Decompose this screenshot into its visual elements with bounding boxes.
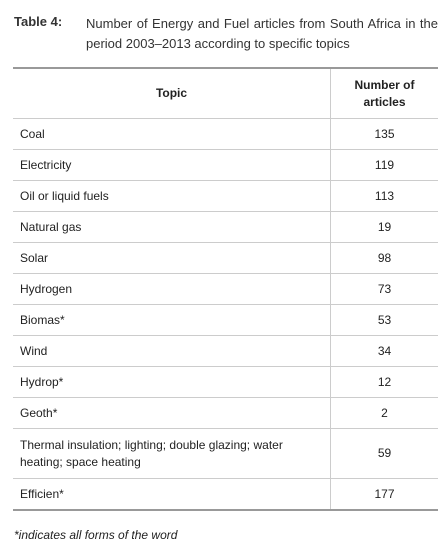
count-cell: 19 <box>330 211 438 243</box>
count-cell: 113 <box>330 180 438 212</box>
table-row: Thermal insulation; lighting; double gla… <box>13 428 438 479</box>
table-row: Oil or liquid fuels 113 <box>13 180 438 212</box>
topic-cell: Biomas* <box>13 304 331 336</box>
footnote: *indicates all forms of the word <box>14 528 178 542</box>
topic-cell: Efficien* <box>13 478 331 510</box>
table-row: Biomas* 53 <box>13 304 438 336</box>
count-cell: 53 <box>330 304 438 336</box>
count-cell: 2 <box>330 397 438 429</box>
table-row: Hydrop* 12 <box>13 366 438 398</box>
table-row: Electricity 119 <box>13 149 438 181</box>
count-cell: 135 <box>330 118 438 150</box>
caption-text: Number of Energy and Fuel articles from … <box>86 16 438 51</box>
count-cell: 119 <box>330 149 438 181</box>
count-cell: 98 <box>330 242 438 274</box>
table-row: Efficien* 177 <box>13 478 438 510</box>
table-row: Solar 98 <box>13 242 438 274</box>
header-row: Topic Number of articles <box>13 67 438 119</box>
topic-cell: Wind <box>13 335 331 367</box>
count-cell: 59 <box>330 428 438 479</box>
count-cell: 34 <box>330 335 438 367</box>
topic-cell: Natural gas <box>13 211 331 243</box>
topic-cell: Solar <box>13 242 331 274</box>
topic-cell: Thermal insulation; lighting; double gla… <box>13 428 331 479</box>
table-row: Coal 135 <box>13 118 438 150</box>
count-cell: 12 <box>330 366 438 398</box>
caption-label: Table 4: <box>14 14 63 29</box>
table-row: Hydrogen 73 <box>13 273 438 305</box>
topic-cell: Hydrogen <box>13 273 331 305</box>
count-cell: 73 <box>330 273 438 305</box>
topic-cell: Hydrop* <box>13 366 331 398</box>
topic-cell: Oil or liquid fuels <box>13 180 331 212</box>
header-cell: Topic <box>13 67 331 119</box>
topic-cell: Electricity <box>13 149 331 181</box>
header-cell: Number of articles <box>330 67 438 119</box>
table-row: Geoth* 2 <box>13 397 438 429</box>
topic-cell: Coal <box>13 118 331 150</box>
topic-cell: Geoth* <box>13 397 331 429</box>
data-table: Topic Number of articles Coal 135 Electric… <box>13 67 438 511</box>
table-row: Natural gas 19 <box>13 211 438 243</box>
table-row: Wind 34 <box>13 335 438 367</box>
count-cell: 177 <box>330 478 438 510</box>
